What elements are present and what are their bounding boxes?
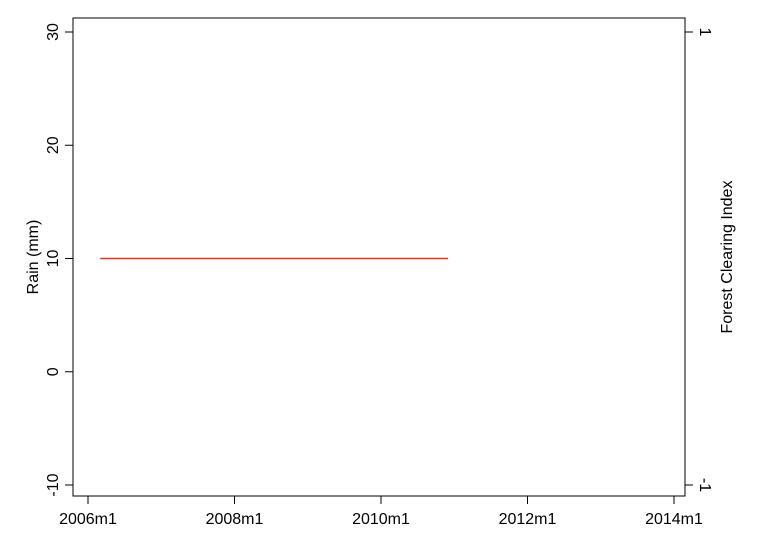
- y-axis-title: Rain (mm): [25, 220, 42, 295]
- x-tick-label: 2008m1: [206, 511, 264, 528]
- x-tick-label: 2010m1: [352, 511, 410, 528]
- y2-tick-label: -1: [696, 478, 713, 492]
- x-axis: 2006m1 2008m1 2010m1 2012m1 2014m1: [59, 496, 703, 528]
- x-tick-label: 2006m1: [59, 511, 117, 528]
- y-tick-label: 20: [45, 136, 62, 154]
- x-tick-label: 2014m1: [645, 511, 703, 528]
- y-tick-label: 0: [45, 367, 62, 376]
- plot-frame: [72, 17, 686, 497]
- y2-tick-label: 1: [696, 28, 713, 37]
- y2-axis-title: Forest Clearing Index: [719, 181, 736, 334]
- y-tick-label: 10: [45, 250, 62, 268]
- y-axis-left: -10 0 10 20 30: [45, 23, 73, 497]
- x-tick-label: 2012m1: [499, 511, 557, 528]
- y-tick-label: -10: [45, 473, 62, 496]
- y-tick-label: 30: [45, 23, 62, 41]
- y-axis-right: -1 1: [685, 28, 713, 492]
